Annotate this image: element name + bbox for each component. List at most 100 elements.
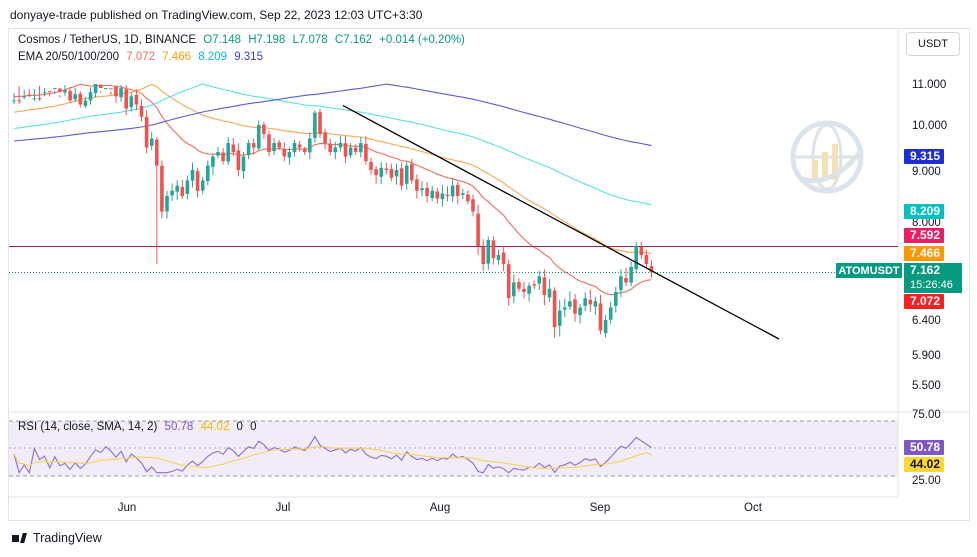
candle-body [394, 170, 399, 177]
time-tick-label: Oct [744, 502, 763, 514]
candle-body [415, 179, 419, 191]
candle-body [364, 143, 368, 161]
candle-body [512, 282, 516, 297]
candle-body [262, 124, 266, 134]
candle-body [149, 138, 154, 146]
value-badge-background [904, 440, 944, 455]
value-badge-background [904, 149, 944, 164]
ema-legend[interactable]: EMA 20/50/100/200 7.072 7.466 8.209 9.31… [18, 51, 267, 63]
candle-body [445, 194, 450, 196]
currency-button[interactable]: USDT [906, 32, 960, 56]
candle-body [155, 139, 159, 166]
ema20-line [13, 83, 652, 296]
candle-body [471, 199, 475, 212]
candle-body [221, 152, 225, 161]
tradingview-logo-icon [12, 533, 28, 543]
candle-body [318, 112, 322, 134]
candle-body [608, 307, 613, 320]
candle-body [42, 92, 47, 94]
candle-body [226, 143, 230, 162]
candle-body [481, 246, 485, 264]
price-tick-label: 6.400 [912, 315, 941, 327]
price-tick-label: 11.000 [912, 79, 946, 91]
candle-body [104, 88, 108, 90]
ema100-value: 8.209 [198, 51, 227, 63]
candle-body [78, 93, 83, 105]
ema-label: EMA 20/50/100/200 [18, 51, 120, 63]
candle-body [603, 320, 608, 334]
candle-body [634, 246, 638, 270]
value-badge-background [904, 204, 944, 219]
price-badge-value: 7.162 [910, 263, 940, 277]
rsi-line [13, 435, 652, 475]
symbol-tag-background [836, 263, 902, 278]
rsi-extra-2: 0 [250, 421, 257, 433]
candle-body [297, 144, 302, 148]
ema50-value: 7.466 [162, 51, 191, 63]
candle-body [206, 165, 210, 182]
rsi-legend[interactable]: RSI (14, close, SMA, 14, 2) 50.78 44.02 … [18, 421, 261, 433]
value-badge-background [904, 228, 944, 243]
candle-body [277, 142, 281, 148]
price-tick-label: 9.000 [912, 166, 941, 178]
candle-body [302, 149, 307, 152]
ohlc-open: O7.148 [203, 34, 242, 46]
candle-body [568, 301, 572, 307]
candle-body [22, 96, 26, 98]
candle-body [93, 84, 98, 94]
candle-body [486, 240, 491, 264]
candle-body [506, 264, 511, 299]
downtrend-line[interactable] [342, 105, 780, 340]
footer-brand[interactable]: TradingView [12, 531, 102, 545]
candle-body [313, 112, 317, 138]
candle-body [353, 147, 358, 152]
symbol-tag-label: ATOMUSDT [838, 265, 900, 277]
candle-body [374, 169, 378, 176]
watermark-logo [790, 120, 864, 194]
candle-body [614, 291, 618, 306]
ema20-value: 7.072 [126, 51, 156, 63]
candle-body [175, 185, 179, 192]
value-badge-text: 9.315 [910, 149, 940, 163]
candle-body [267, 134, 271, 152]
candle-body [517, 282, 521, 289]
value-badge-text: 7.592 [910, 228, 940, 242]
value-badge-background [904, 457, 944, 472]
candle-body [185, 180, 190, 194]
ohlc-high: H7.198 [248, 34, 286, 46]
candle-body [491, 240, 496, 258]
candle-body [466, 194, 470, 202]
candle-body [573, 299, 577, 314]
candle-body [47, 90, 52, 92]
candle-body [542, 277, 547, 295]
ema100-line [13, 83, 652, 206]
candle-body [200, 180, 205, 191]
candle-body [58, 88, 62, 93]
price-badge-countdown: 15:26:46 [910, 279, 953, 291]
ohlc-low: L7.078 [292, 34, 328, 46]
candle-body [323, 132, 327, 143]
candle-body [588, 299, 593, 305]
candle-body [557, 310, 562, 326]
candle-body [287, 152, 292, 158]
candle-body [404, 165, 409, 184]
candle-body [144, 116, 149, 148]
candle-body [359, 143, 363, 153]
rsi-extra-1: 0 [236, 421, 243, 433]
candle-body [17, 100, 21, 102]
candle-body [598, 303, 603, 331]
price-tick-label: 8.000 [912, 217, 941, 229]
candle-body [27, 95, 32, 97]
candle-body [338, 143, 343, 148]
candle-body [435, 191, 440, 199]
symbol-legend[interactable]: Cosmos / TetherUS, 1D, BINANCE O7.148 H7… [18, 34, 469, 46]
price-tick-label: 5.500 [912, 380, 941, 392]
rsi-label: RSI (14, close, SMA, 14, 2) [18, 421, 158, 433]
price-tick-label: 5.900 [912, 350, 941, 362]
candle-body [216, 152, 220, 156]
candle-body [257, 125, 261, 149]
candle-body [231, 144, 236, 152]
candle-body [649, 266, 654, 273]
candle-body [170, 190, 174, 196]
